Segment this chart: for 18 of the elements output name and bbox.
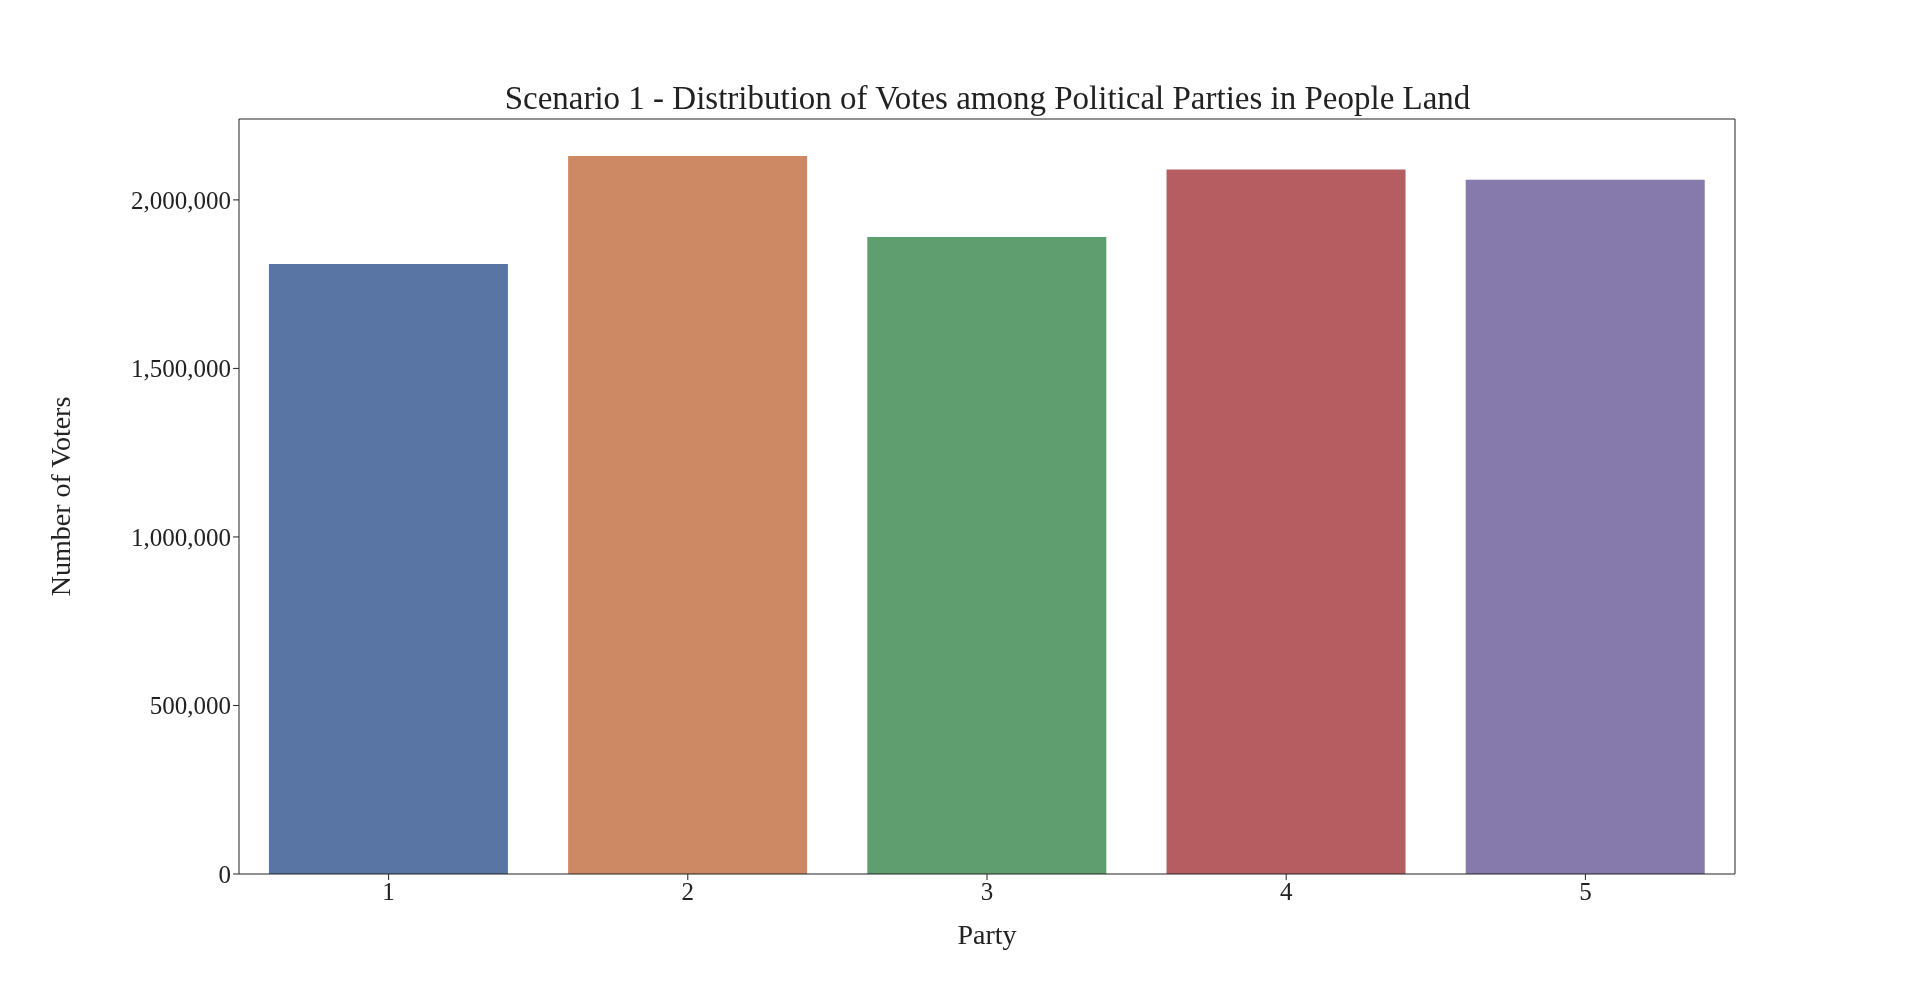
bar [1465, 179, 1705, 874]
x-axis-title: Party [957, 919, 1017, 950]
x-tick-label: 2 [681, 877, 695, 905]
y-tick-label: 500,000 [149, 692, 231, 720]
bar [867, 236, 1107, 874]
bar [268, 263, 508, 874]
x-tick-label: 3 [980, 877, 994, 905]
y-tick-label: 1,500,000 [131, 355, 231, 383]
y-tick-label: 0 [218, 860, 231, 888]
bar [568, 156, 808, 874]
x-tick-label: 5 [1579, 877, 1592, 905]
y-tick-label: 1,000,000 [131, 523, 231, 551]
x-tick-label: 1 [382, 877, 395, 905]
bar [1166, 169, 1406, 874]
chart-title: Scenario 1 - Distribution of Votes among Political Parties in People Land [503, 80, 1472, 117]
y-tick-label: 2,000,000 [131, 186, 231, 214]
y-axis-title: Number of Voters [44, 396, 76, 597]
x-tick-label: 4 [1279, 877, 1293, 905]
